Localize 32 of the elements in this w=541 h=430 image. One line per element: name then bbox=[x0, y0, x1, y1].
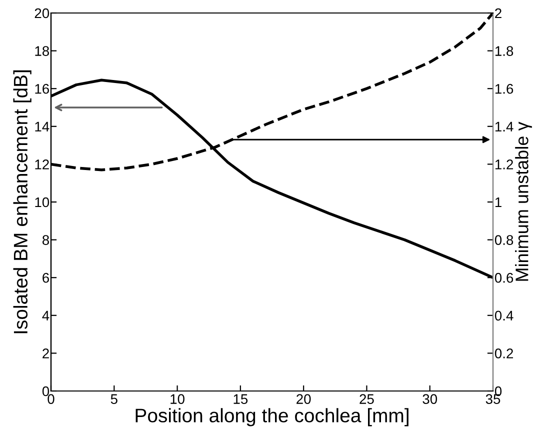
y2-tick-label: 1.6 bbox=[495, 84, 514, 94]
y2-tick-label: 2 bbox=[495, 8, 502, 18]
y2-tick-label: 0.4 bbox=[494, 310, 514, 321]
y2-tick-label: 0 bbox=[494, 386, 502, 396]
x-tick-label: 5 bbox=[110, 394, 118, 404]
x-tick-label: 10 bbox=[170, 394, 184, 404]
y-tick-label: 2 bbox=[42, 348, 49, 358]
x-tick-label: 30 bbox=[422, 394, 438, 404]
x-tick-label: 15 bbox=[234, 394, 248, 404]
y-tick-label: 0 bbox=[42, 386, 50, 396]
y2-tick-label: 1.2 bbox=[495, 160, 513, 170]
y-tick-label: 12 bbox=[35, 160, 49, 170]
y2-tick-label: 1.8 bbox=[495, 46, 514, 56]
y2-tick-label: 1 bbox=[495, 197, 502, 208]
y-tick-label: 20 bbox=[34, 8, 50, 18]
y-tick-label: 14 bbox=[35, 122, 50, 132]
x-axis-title: Position along the cochlea [mm] bbox=[136, 408, 408, 426]
y-tick-label: 8 bbox=[42, 235, 50, 245]
y-axis-title: Isolated BM enhancement [dB] bbox=[13, 70, 32, 334]
y2-tick-label: 0.8 bbox=[494, 235, 514, 245]
y2-tick-label: 1.4 bbox=[495, 122, 514, 132]
x-tick-label: 35 bbox=[486, 394, 500, 404]
y2-tick-label: 0.6 bbox=[494, 272, 514, 283]
y-tick-label: 10 bbox=[35, 197, 50, 208]
y-tick-label: 18 bbox=[35, 46, 50, 56]
x-tick-label: 25 bbox=[360, 394, 374, 404]
y-tick-label: 6 bbox=[42, 272, 49, 283]
y-tick-label: 4 bbox=[42, 310, 50, 320]
x-tick-label: 20 bbox=[296, 394, 311, 404]
y2-axis-title: Minimum unstable γ bbox=[515, 122, 532, 281]
y-tick-label: 16 bbox=[35, 84, 49, 94]
y2-tick-label: 0.2 bbox=[494, 348, 513, 358]
